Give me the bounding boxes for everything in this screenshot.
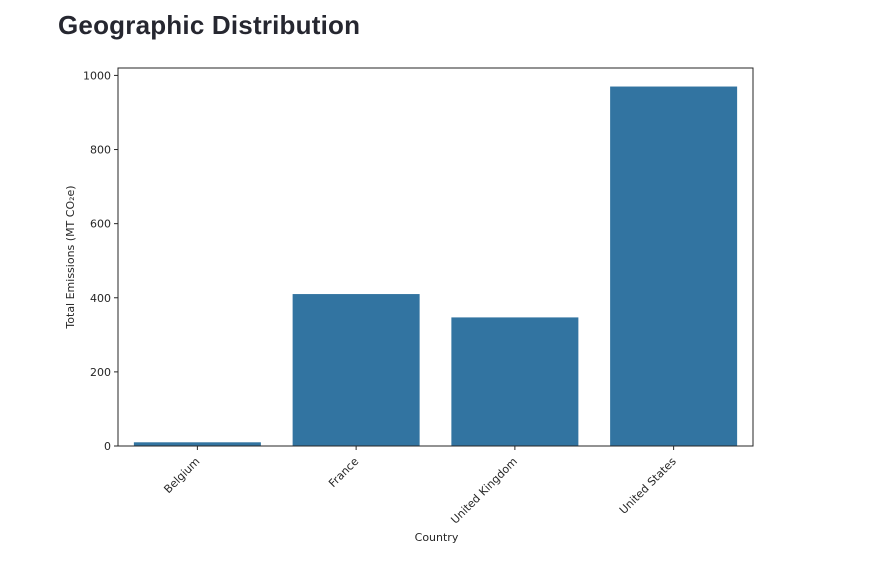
y-tick-label: 800	[90, 144, 111, 157]
y-axis-label: Total Emissions (MT CO₂e)	[64, 185, 77, 329]
bar-france	[292, 294, 420, 446]
plot-frame	[117, 67, 754, 447]
bar-united-states	[610, 86, 738, 446]
bars-group	[133, 86, 738, 446]
y-tick-label: 1000	[83, 69, 111, 82]
bar-united-kingdom	[451, 317, 579, 446]
x-axis-label: Country	[415, 531, 459, 544]
y-axis: 0 200 400 600 800 1000	[83, 69, 118, 453]
x-tick-label: United States	[617, 455, 679, 517]
bar-belgium	[133, 442, 261, 446]
y-tick-label: 200	[90, 366, 111, 379]
x-tick-label: France	[326, 455, 361, 490]
y-tick-label: 400	[90, 292, 111, 305]
y-tick-label: 600	[90, 218, 111, 231]
x-tick-label: United Kingdom	[448, 455, 520, 527]
x-tick-label: Belgium	[161, 455, 202, 496]
page-title: Geographic Distribution	[58, 10, 361, 40]
x-axis: Belgium France United Kingdom United States	[161, 446, 679, 527]
y-tick-label: 0	[104, 440, 111, 453]
